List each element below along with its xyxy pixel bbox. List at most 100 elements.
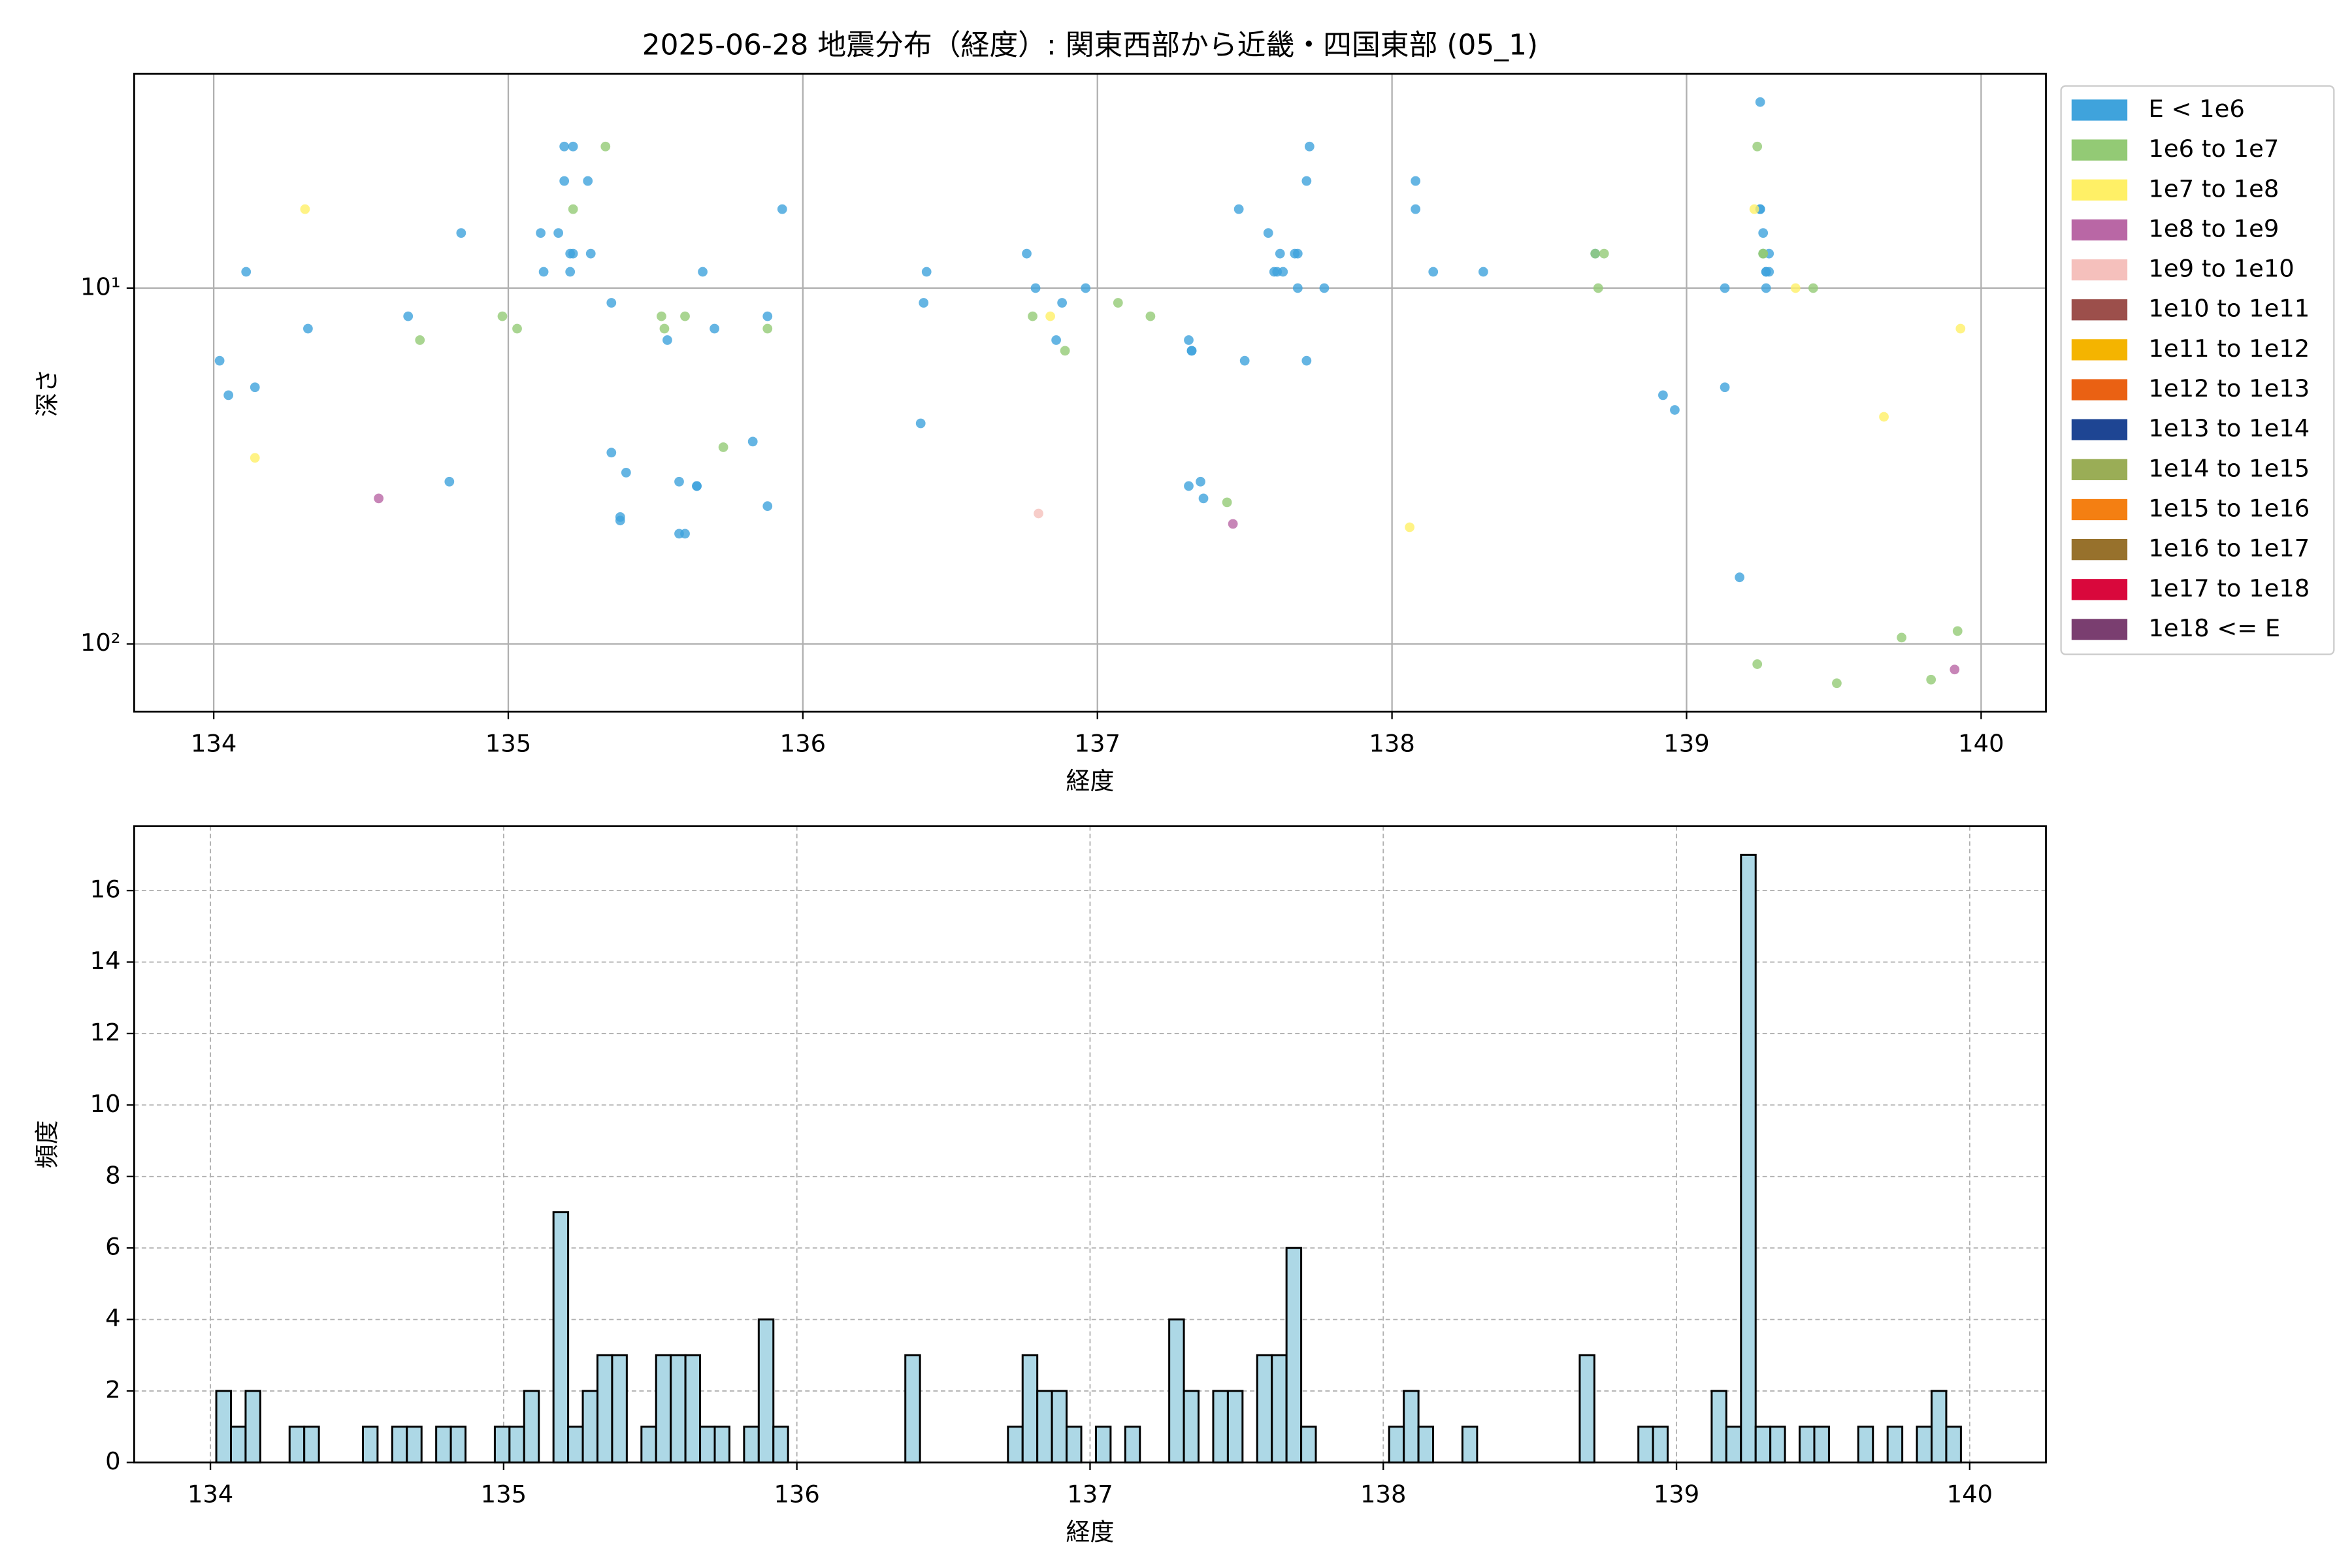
bar xyxy=(1710,1390,1727,1463)
point xyxy=(777,204,787,214)
bar xyxy=(1799,1426,1816,1463)
x-tick-label: 135 xyxy=(485,730,531,758)
y-tick-label: 8 xyxy=(105,1161,120,1189)
bar xyxy=(1256,1354,1273,1463)
legend-label: 1e16 to 1e17 xyxy=(2148,534,2310,563)
x-tick-label: 138 xyxy=(1369,730,1414,758)
point xyxy=(1735,572,1745,583)
point xyxy=(1319,283,1330,293)
bar xyxy=(1652,1426,1669,1463)
bar xyxy=(1886,1426,1904,1463)
point xyxy=(568,248,578,259)
legend-label: 1e17 to 1e18 xyxy=(2148,574,2310,602)
point xyxy=(1030,283,1041,293)
legend-swatch xyxy=(2071,379,2128,400)
bar xyxy=(1051,1390,1068,1463)
bar xyxy=(449,1426,467,1463)
bar xyxy=(1183,1390,1200,1463)
bar xyxy=(670,1354,687,1463)
point xyxy=(250,453,260,463)
legend-label: 1e12 to 1e13 xyxy=(2148,374,2310,402)
bar xyxy=(904,1354,921,1463)
point xyxy=(583,176,593,186)
point xyxy=(1145,311,1156,321)
bar xyxy=(1461,1426,1478,1463)
point xyxy=(657,311,666,321)
x-tick-label: 136 xyxy=(774,1480,819,1509)
x-tick-label: 140 xyxy=(1947,1480,1993,1509)
bar xyxy=(772,1426,789,1463)
point xyxy=(1761,283,1771,293)
point xyxy=(1057,298,1068,308)
point xyxy=(374,493,384,504)
bar xyxy=(655,1354,672,1463)
y-tick-label: 10 xyxy=(90,1090,121,1118)
legend-label: 1e6 to 1e7 xyxy=(2148,135,2279,163)
bar xyxy=(523,1390,540,1463)
point xyxy=(747,436,758,447)
point xyxy=(1198,493,1209,504)
x-tick-label: 140 xyxy=(1958,730,2004,758)
point xyxy=(585,248,596,259)
point xyxy=(1897,632,1906,643)
bar xyxy=(567,1426,584,1463)
legend-swatch xyxy=(2071,219,2128,241)
bar xyxy=(493,1426,511,1463)
bar xyxy=(1300,1426,1317,1463)
point xyxy=(600,141,611,152)
legend-label: 1e11 to 1e12 xyxy=(2148,335,2310,363)
point xyxy=(1720,382,1730,393)
point xyxy=(403,311,414,321)
bar xyxy=(1403,1390,1420,1463)
point xyxy=(1752,141,1763,152)
bar xyxy=(288,1426,306,1463)
legend-label: 1e14 to 1e15 xyxy=(2148,454,2310,482)
point xyxy=(1950,664,1960,675)
y-tick-label: 0 xyxy=(105,1447,120,1475)
point xyxy=(919,298,929,308)
legend-label: 1e13 to 1e14 xyxy=(2148,414,2310,442)
point xyxy=(1879,412,1889,422)
point xyxy=(1411,204,1421,214)
y-tick-label: 16 xyxy=(90,875,121,904)
point xyxy=(1670,405,1680,415)
point xyxy=(621,467,631,478)
bar xyxy=(1021,1354,1039,1463)
point xyxy=(1060,346,1070,356)
bar xyxy=(1036,1390,1053,1463)
point xyxy=(456,228,466,238)
point xyxy=(1720,283,1730,293)
point xyxy=(718,442,728,452)
legend-swatch xyxy=(2071,539,2128,561)
point xyxy=(1752,659,1763,669)
point xyxy=(1239,355,1250,366)
legend-label: 1e10 to 1e11 xyxy=(2148,295,2310,323)
legend-swatch xyxy=(2071,99,2128,121)
legend-label: E < 1e6 xyxy=(2148,95,2244,123)
bar xyxy=(743,1426,760,1463)
point xyxy=(1808,283,1818,293)
point xyxy=(1292,283,1303,293)
point xyxy=(1478,267,1488,277)
bar xyxy=(1857,1426,1874,1463)
point xyxy=(1196,476,1205,487)
legend-box xyxy=(2060,85,2335,655)
x-axis-label: 経度 xyxy=(1066,767,1115,795)
bar xyxy=(1388,1426,1405,1463)
point xyxy=(1405,522,1415,532)
bar xyxy=(1226,1390,1244,1463)
x-tick-label: 138 xyxy=(1360,1480,1406,1509)
point xyxy=(1952,626,1963,636)
point xyxy=(1304,141,1315,152)
y-tick-label: 10¹ xyxy=(80,272,121,301)
bar xyxy=(361,1426,379,1463)
x-tick-label: 134 xyxy=(188,1480,233,1509)
legend-swatch xyxy=(2071,619,2128,640)
point xyxy=(606,448,617,458)
point xyxy=(300,204,310,214)
bar xyxy=(1740,853,1757,1463)
legend-swatch xyxy=(2071,139,2128,161)
bar xyxy=(1725,1426,1742,1463)
point xyxy=(1301,355,1312,366)
